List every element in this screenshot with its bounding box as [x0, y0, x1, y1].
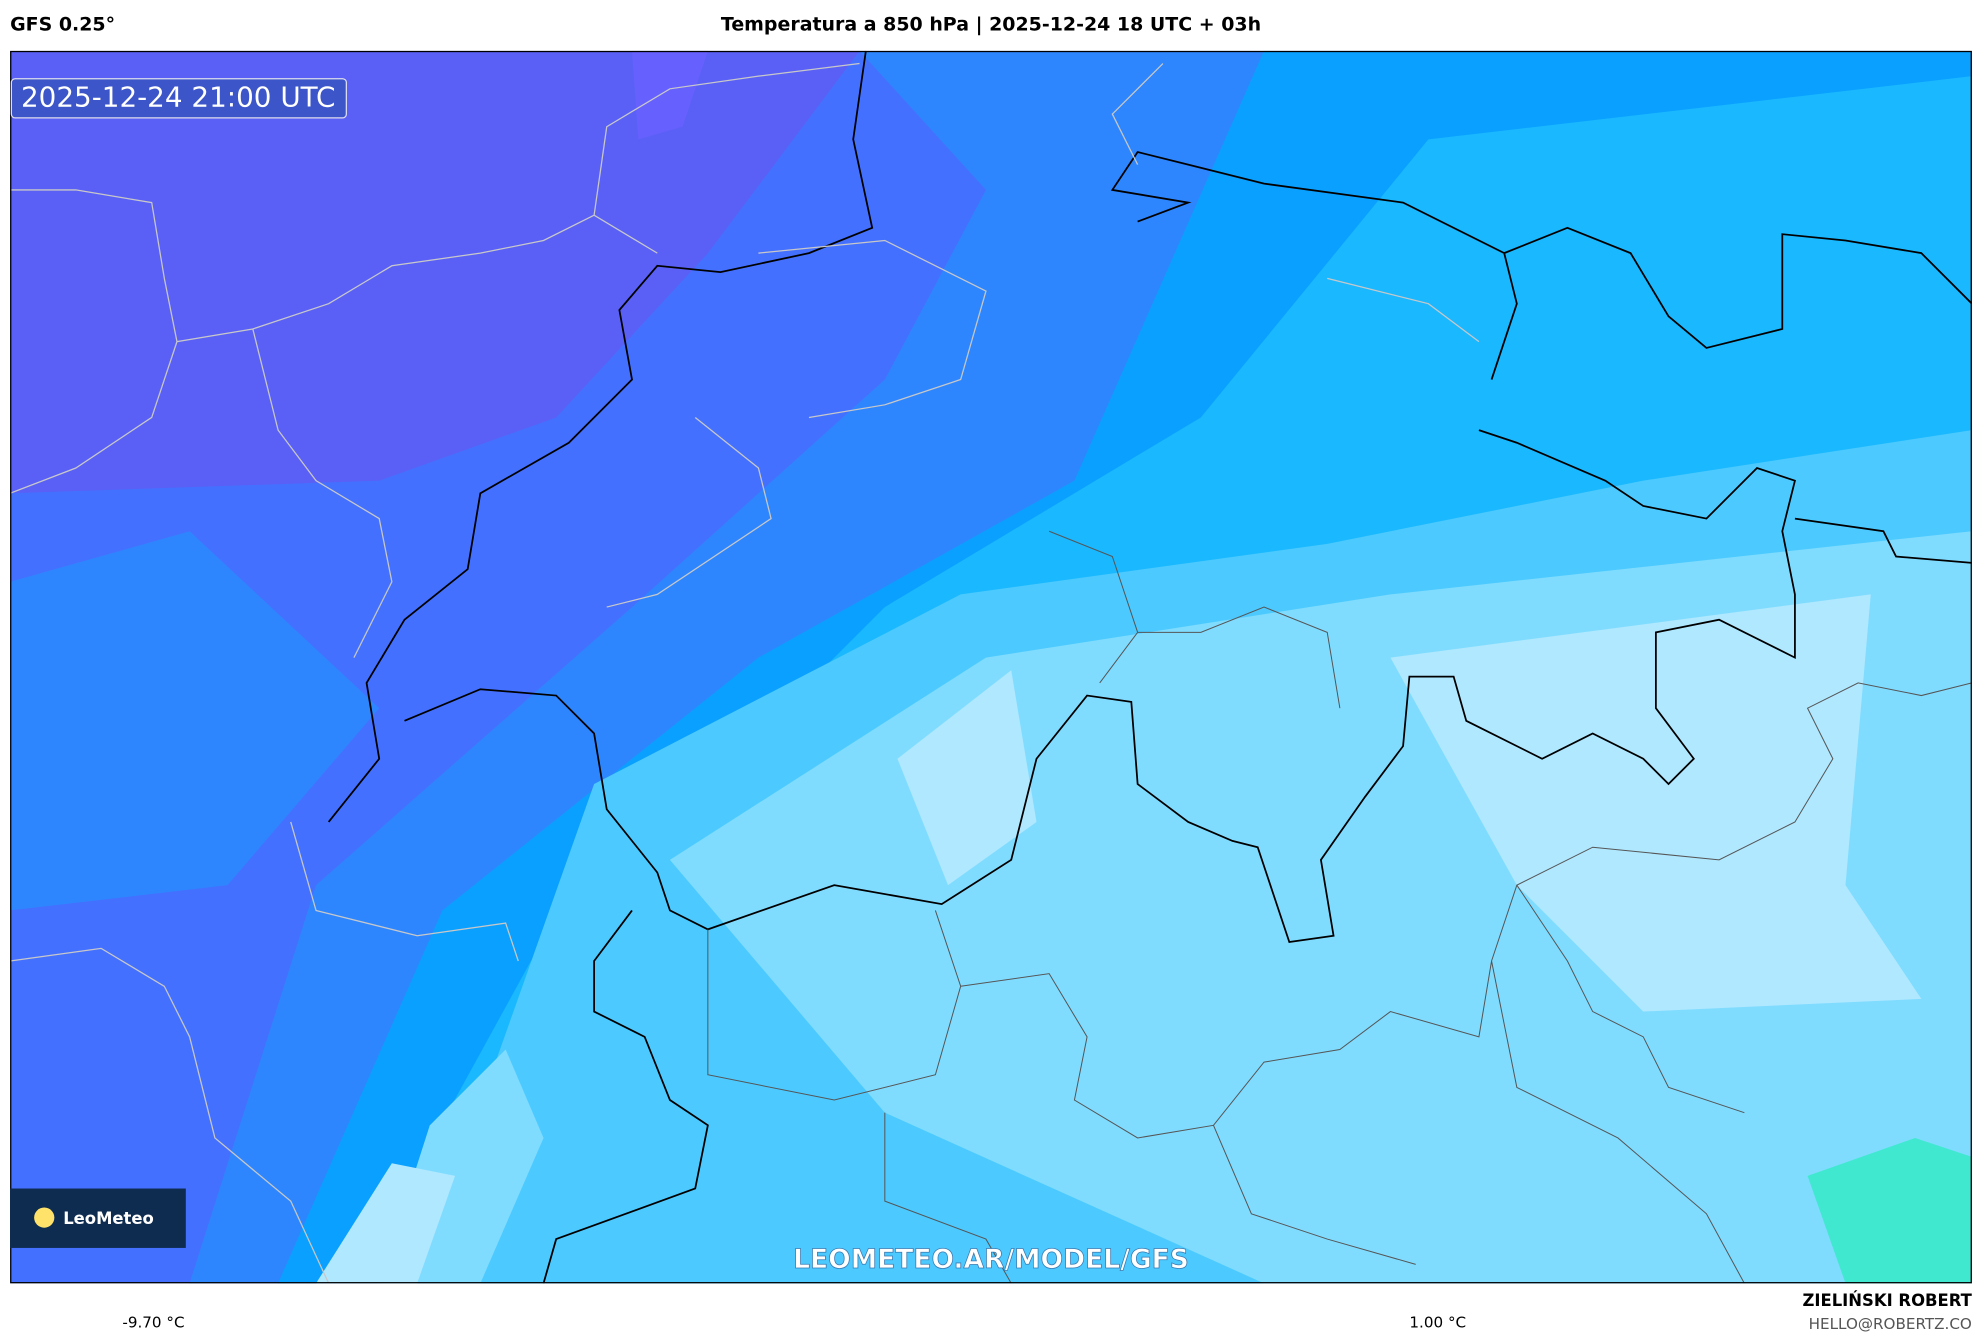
model-label: GFS 0.25° — [10, 14, 115, 36]
country-border — [327, 50, 1972, 1284]
map-title: Temperatura a 850 hPa | 2025-12-24 18 UT… — [721, 14, 1261, 36]
map-frame — [10, 50, 1972, 1284]
credit-name: ZIELIŃSKI ROBERT — [1802, 1291, 1972, 1310]
band — [10, 531, 380, 911]
band — [10, 50, 860, 494]
logo-text: LeoMeteo — [63, 1209, 154, 1228]
map — [10, 50, 1972, 1284]
province-border — [707, 530, 1972, 1284]
timestamp-box — [10, 78, 347, 119]
band — [632, 50, 708, 140]
max-label: 1.00 °C — [1409, 1314, 1466, 1332]
band — [897, 670, 1037, 886]
band — [1390, 594, 1922, 1012]
watermark: LEOMETEO.AR/MODEL/GFS — [793, 1244, 1189, 1275]
region-border — [10, 62, 1480, 1284]
min-label: -9.70 °C — [122, 1314, 184, 1332]
band — [1807, 1137, 1972, 1284]
logo-sun — [34, 1207, 55, 1228]
timestamp: 2025-12-24 21:00 UTC — [21, 81, 335, 114]
credit-contact: HELLO@ROBERTZ.CO — [1809, 1315, 1972, 1333]
band — [316, 1163, 456, 1284]
